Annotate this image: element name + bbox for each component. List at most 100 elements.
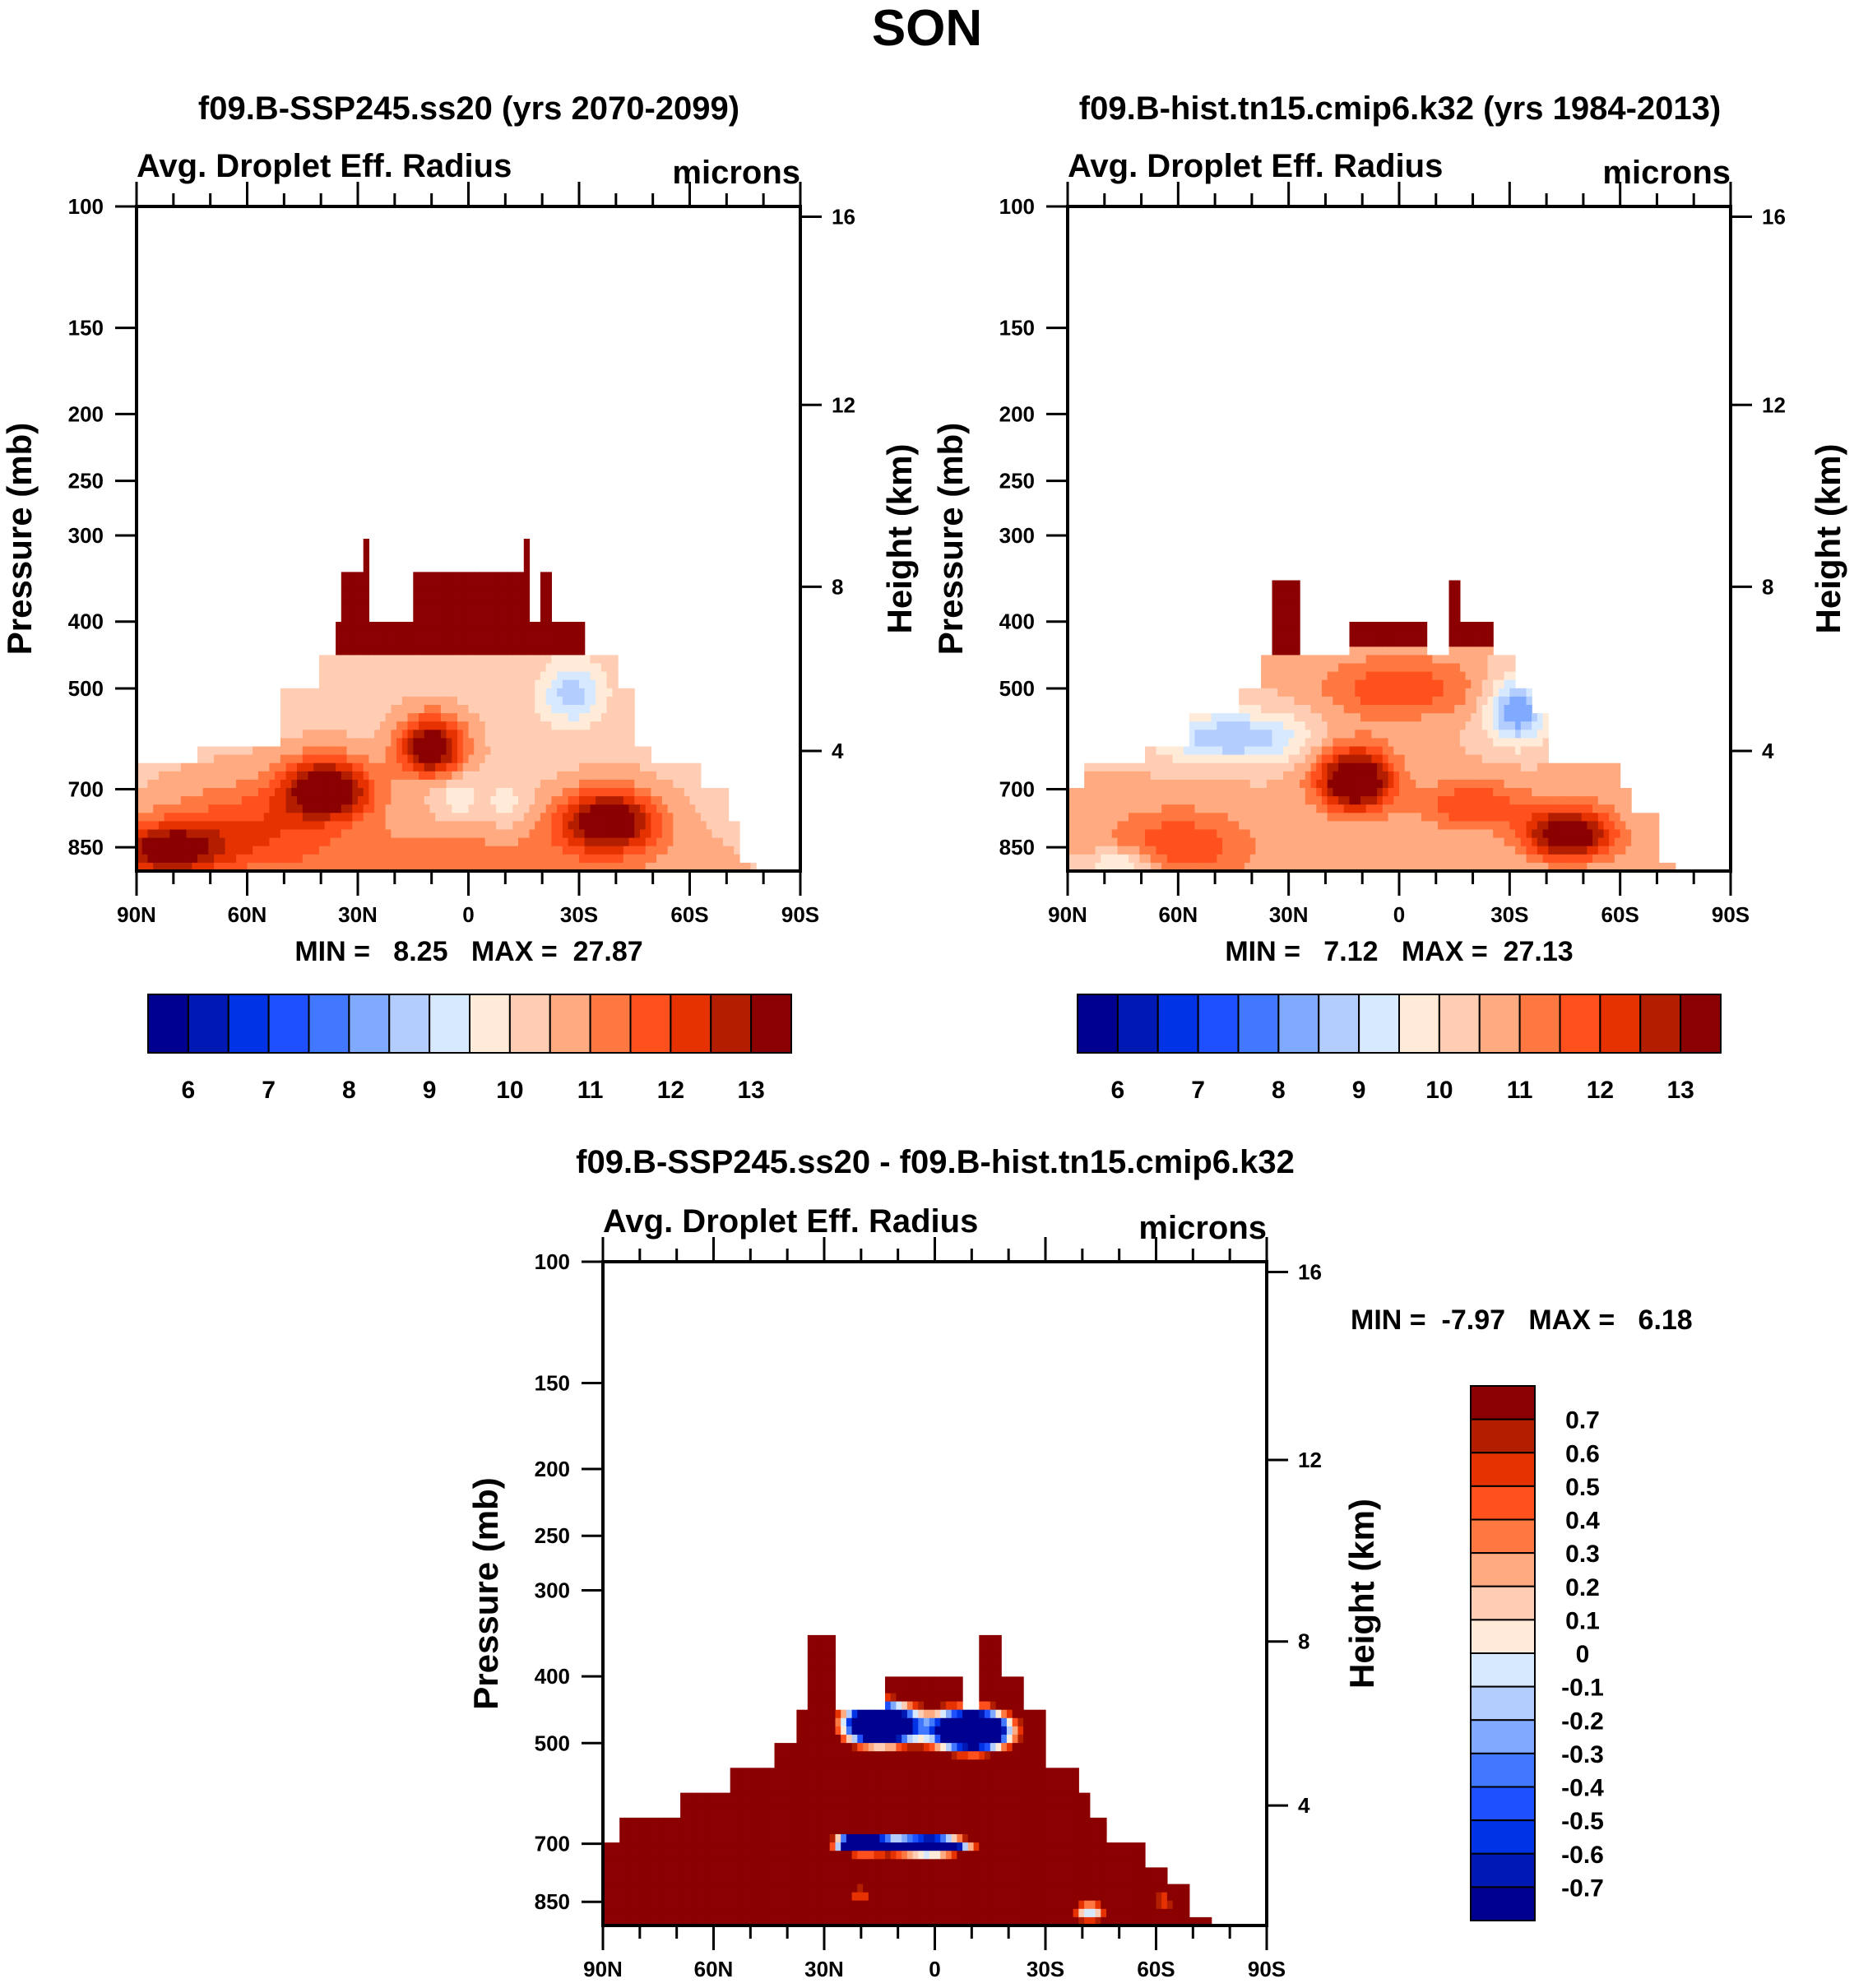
contour-cell	[628, 779, 635, 789]
contour-cell	[1294, 837, 1300, 847]
contour-cell	[590, 696, 596, 706]
contour-cell	[358, 854, 364, 864]
y-axis-label: Pressure (mb)	[931, 423, 970, 655]
contour-cell	[263, 804, 270, 813]
contour-cell	[435, 837, 442, 847]
contour-cell	[1554, 854, 1560, 864]
contour-cell	[324, 854, 331, 864]
contour-cell	[529, 829, 535, 839]
contour-cell	[363, 804, 369, 813]
contour-cell	[358, 821, 364, 831]
contour-cell	[507, 613, 513, 623]
contour-cell	[346, 646, 353, 656]
contour-cell	[1454, 688, 1461, 697]
contour-cell	[573, 622, 580, 631]
contour-cell	[1642, 821, 1648, 831]
contour-cell	[435, 788, 442, 797]
contour-cell	[1625, 862, 1632, 872]
contour-cell	[1095, 821, 1101, 831]
contour-cell	[1377, 771, 1384, 781]
contour-cell	[618, 762, 624, 772]
contour-cell	[424, 688, 430, 697]
contour-cell	[1233, 796, 1240, 805]
contour-cell	[1515, 730, 1522, 739]
contour-cell	[462, 588, 470, 598]
contour-cell	[1493, 679, 1499, 689]
contour-cell	[341, 762, 348, 772]
contour-cell	[241, 771, 248, 781]
contour-cell	[318, 713, 326, 722]
contour-cell	[424, 580, 430, 590]
contour-cell	[413, 738, 419, 748]
contour-cell	[1476, 771, 1483, 781]
contour-cell	[1184, 846, 1190, 855]
contour-cell	[722, 854, 730, 864]
contour-cell	[318, 705, 326, 714]
contour-cell	[153, 846, 160, 855]
contour-cell	[1316, 705, 1323, 714]
contour-cell	[1316, 862, 1323, 872]
contour-cell	[1481, 829, 1489, 839]
contour-cell	[241, 846, 248, 855]
contour-cell	[1476, 622, 1483, 631]
contour-cell	[1189, 771, 1196, 781]
contour-cell	[253, 771, 259, 781]
contour-cell	[137, 804, 143, 813]
contour-cell	[1570, 846, 1577, 855]
contour-cell	[346, 837, 353, 847]
contour-cell	[1399, 622, 1406, 631]
contour-cell	[1316, 854, 1323, 864]
contour-cell	[137, 829, 143, 839]
contour-cell	[568, 862, 574, 872]
contour-cell	[1454, 788, 1461, 797]
contour-cell	[308, 721, 314, 730]
contour-cell	[407, 788, 414, 797]
contour-cell	[1377, 846, 1384, 855]
contour-cell	[363, 655, 369, 665]
contour-cell	[429, 821, 436, 831]
contour-cell	[484, 754, 491, 764]
contour-cell	[1388, 771, 1394, 781]
contour-cell	[280, 771, 287, 781]
contour-cell	[1288, 746, 1295, 756]
contour-cell	[1609, 796, 1615, 805]
contour-cell	[1448, 730, 1455, 739]
contour-cell	[358, 771, 364, 781]
contour-cell	[1404, 754, 1411, 764]
y-tick-label: 150	[999, 316, 1035, 341]
contour-cell	[1438, 721, 1444, 730]
contour-cell	[291, 688, 298, 697]
contour-cell	[1211, 804, 1217, 813]
contour-cell	[1443, 762, 1449, 772]
contour-cell	[313, 796, 320, 805]
contour-cell	[573, 821, 580, 831]
contour-cell	[545, 762, 552, 772]
contour-cell	[358, 721, 364, 730]
contour-cell	[1587, 762, 1593, 772]
contour-cell	[208, 813, 215, 822]
contour-cell	[346, 663, 353, 673]
contour-cell	[529, 762, 535, 772]
contour-cell	[1421, 730, 1428, 739]
contour-cell	[1642, 854, 1648, 864]
contour-cell	[540, 721, 547, 730]
contour-cell	[512, 754, 519, 764]
contour-cell	[318, 813, 326, 822]
contour-cell	[379, 730, 387, 739]
contour-cell	[1227, 829, 1235, 839]
contour-cell	[590, 671, 596, 681]
contour-cell	[600, 837, 608, 847]
contour-cell	[446, 762, 452, 772]
contour-cell	[462, 630, 470, 639]
contour-cell	[584, 696, 591, 706]
contour-cell	[1465, 779, 1472, 789]
contour-cell	[1526, 754, 1532, 764]
contour-cell	[1371, 746, 1378, 756]
contour-cell	[346, 596, 353, 606]
contour-cell	[529, 679, 535, 689]
contour-cell	[391, 655, 397, 665]
contour-cell	[518, 705, 525, 714]
contour-cell	[452, 762, 458, 772]
contour-cell	[1448, 854, 1455, 864]
contour-cell	[440, 762, 447, 772]
